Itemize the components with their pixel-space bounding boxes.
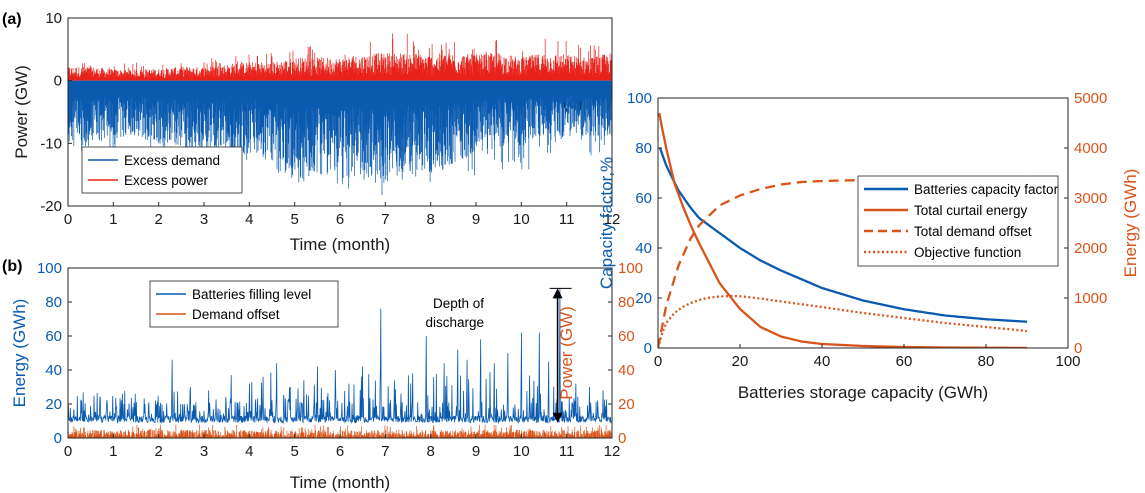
legend-demand-offset: Demand offset [192, 307, 280, 322]
panel-b-ylabel-left: Energy (GWh) [10, 299, 29, 408]
legend-objective-function: Objective function [914, 245, 1021, 260]
panel-b-xtick-label: 12 [604, 443, 621, 460]
panel-b-ytick-left-label: 0 [54, 430, 62, 447]
panel-b-xtick-label: 0 [64, 443, 72, 460]
panel-c-ytick-right-label: 2000 [1074, 240, 1107, 257]
panel-b-ytick-right-label: 40 [618, 362, 635, 379]
legend-excess-power: Excess power [124, 173, 209, 188]
panel-b-xtick-label: 9 [472, 443, 480, 460]
panel-b-xlabel: Time (month) [290, 473, 390, 492]
legend-total-curtail-energy: Total curtail energy [914, 203, 1028, 218]
panel-a-xtick-label: 3 [200, 211, 208, 228]
panel-a-xtick-label: 8 [426, 211, 434, 228]
panel-b-ytick-right-label: 60 [618, 328, 635, 345]
panel-b-xtick-label: 11 [559, 443, 575, 460]
panel-a-xtick-label: 9 [472, 211, 480, 228]
panel-a-xtick-label: 11 [559, 211, 575, 228]
panel-b-ytick-left-label: 100 [37, 260, 62, 277]
panel-a-xtick-label: 7 [381, 211, 389, 228]
panel-b-xtick-label: 5 [290, 443, 298, 460]
panel-c-ytick-left-label: 0 [644, 340, 652, 357]
panel-c-ytick-left-label: 40 [635, 240, 652, 257]
capacity-factor-curve [658, 147, 1028, 323]
panel-a-ylabel: Power (GW) [12, 65, 31, 159]
panel-a-xtick-label: 12 [604, 211, 621, 228]
panel-b-plot: 0 1 2 3 4 5 6 7 8 9 10 11 12020406080100020406080100… [10, 260, 643, 492]
panel-a-xlabel: Time (month) [290, 235, 390, 254]
panel-b-xtick-label: 8 [426, 443, 434, 460]
panel-a-label: (a) [2, 11, 22, 28]
panel-c-xlabel: Batteries storage capacity (GWh) [738, 383, 988, 402]
panel-c-xtick-label: 60 [896, 353, 913, 370]
panel-c-ytick-left-label: 60 [635, 190, 652, 207]
panel-b-ylabel-right: Power (GW) [557, 306, 576, 400]
panel-b-legend: Batteries filling level Demand offset [149, 280, 339, 328]
panel-c-ytick-left-label: 100 [627, 90, 652, 107]
panel-b-legend-box [149, 280, 339, 328]
batteries-filling-level-series [68, 288, 612, 425]
panel-b-ytick-right-label: 0 [618, 430, 626, 447]
panel-c-frame [657, 97, 1069, 349]
panel-a-xtick-label: 2 [154, 211, 162, 228]
panel-a-legend-box [81, 146, 243, 194]
panel-b-xtick-label: 1 [109, 443, 117, 460]
depth-of-discharge-annotation: Depth of discharge [425, 287, 572, 423]
panel-b-ytick-left-label: 20 [45, 396, 62, 413]
panel-b-xtick-label: 3 [200, 443, 208, 460]
panel-a-legend: Excess demand Excess power [81, 146, 243, 194]
legend-excess-demand: Excess demand [124, 153, 220, 168]
panel-c-xtick-label: 20 [732, 353, 749, 370]
annotation-arrow-head-down [552, 412, 563, 423]
panel-c-xtick-label: 80 [978, 353, 995, 370]
panel-b-xtick-label: 10 [513, 443, 530, 460]
panel-a-xtick-label: 0 [64, 211, 72, 228]
panel-b-ytick-left-label: 60 [45, 328, 62, 345]
panel-c-ytick-right-label: 4000 [1074, 140, 1107, 157]
panel-a-xtick-label: 5 [290, 211, 298, 228]
annotation-arrow-head-up [552, 288, 563, 299]
annotation-line-1: Depth of [433, 296, 484, 311]
panel-b-xtick-label: 2 [154, 443, 162, 460]
panel-c-ytick-right-label: 1000 [1074, 290, 1107, 307]
legend-batteries-filling-level: Batteries filling level [192, 287, 311, 302]
panel-a-ytick-left-label: 10 [45, 10, 62, 27]
panel-c-xtick-label: 0 [654, 353, 662, 370]
panel-c-legend: Batteries capacity factor Total curtail … [857, 175, 1059, 267]
annotation-line-2: discharge [425, 315, 484, 330]
panel-c-ytick-left-label: 20 [635, 290, 652, 307]
panel-a-ytick-left-label: -10 [40, 135, 62, 152]
panel-b-ytick-left-label: 40 [45, 362, 62, 379]
panel-c-xtick-label: 40 [814, 353, 831, 370]
panel-c-plot: 0 20 40 60 80 1000204060801000100020003000400… [597, 90, 1140, 402]
panel-a-ytick-left-label: -20 [40, 198, 62, 215]
panel-b-xtick-label: 7 [381, 443, 389, 460]
panel-c-ytick-right-label: 0 [1074, 340, 1082, 357]
panel-a-xtick-label: 1 [109, 211, 117, 228]
excess-power-series [68, 33, 612, 81]
panel-a-xtick-label: 6 [336, 211, 344, 228]
panel-b-ytick-right-label: 20 [618, 396, 635, 413]
panel-b-ytick-left-label: 80 [45, 294, 62, 311]
panel-b-xtick-label: 6 [336, 443, 344, 460]
legend-capacity-factor: Batteries capacity factor [914, 182, 1059, 197]
panel-c-ytick-right-label: 5000 [1074, 90, 1107, 107]
panel-a-xtick-label: 4 [245, 211, 253, 228]
panel-b-ytick-right-label: 100 [618, 260, 643, 277]
panel-c-xtick-label: 100 [1055, 353, 1080, 370]
objective-function-curve [658, 294, 1028, 348]
panel-c-ytick-right-label: 3000 [1074, 190, 1107, 207]
excess-demand-series [68, 80, 612, 196]
panel-c-ylabel-right: Energy (GWh) [1121, 169, 1140, 278]
panel-b-xtick-label: 4 [245, 443, 253, 460]
panel-a-ytick-left-label: 0 [54, 73, 62, 90]
panel-b-ytick-right-label: 80 [618, 294, 635, 311]
panel-b-label: (b) [2, 258, 22, 275]
panel-a-xtick-label: 10 [513, 211, 530, 228]
legend-total-demand-offset: Total demand offset [914, 224, 1032, 239]
panel-c-ytick-left-label: 80 [635, 140, 652, 157]
panel-c-ylabel-left: Capacity factor,% [597, 157, 616, 289]
